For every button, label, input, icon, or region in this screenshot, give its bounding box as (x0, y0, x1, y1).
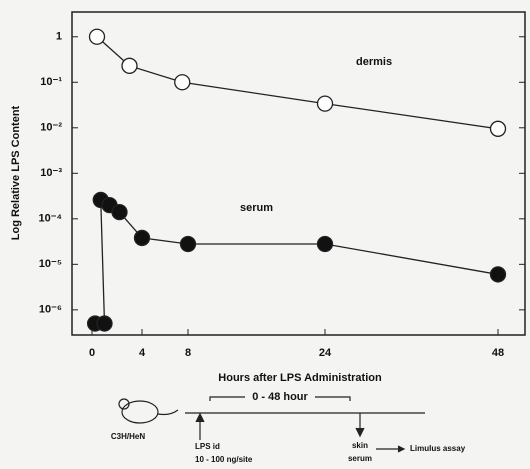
protocol-strain: C3H/HeN (111, 432, 145, 441)
series-line (95, 198, 499, 325)
protocol-diagram (118, 396, 425, 453)
protocol-dose: 10 - 100 ng/site (195, 455, 253, 464)
data-point (88, 28, 106, 45)
x-tick-label: 48 (492, 347, 504, 359)
y-tick-label: 10⁻² (40, 122, 62, 134)
series-label: dermis (356, 56, 392, 68)
protocol-assay: Limulus assay (410, 444, 466, 453)
x-tick-label: 24 (319, 347, 332, 359)
data-point (133, 229, 151, 247)
y-tick-label: 1 (56, 31, 62, 43)
data-point (316, 235, 334, 253)
data-point (489, 120, 507, 137)
y-tick-label: 10⁻⁵ (39, 258, 62, 270)
data-point (121, 57, 138, 74)
x-tick-label: 4 (139, 347, 146, 359)
series-line (96, 36, 499, 130)
protocol-sample-1: skin (352, 441, 368, 450)
x-tick-label: 0 (89, 347, 95, 359)
x-axis-label: Hours after LPS Administration (218, 372, 382, 384)
y-tick-label: 10⁻¹ (40, 76, 62, 88)
data-point (111, 204, 128, 221)
x-tick-label: 8 (185, 347, 191, 359)
protocol-sample-2: serum (348, 454, 372, 463)
data-point (179, 235, 197, 253)
plot-frame (71, 11, 526, 336)
data-point (489, 266, 507, 283)
y-tick-label: 10⁻⁴ (39, 213, 62, 225)
protocol-interval: 0 - 48 hour (252, 391, 308, 403)
protocol-injection: LPS id (195, 442, 220, 451)
y-tick-label: 10⁻⁶ (39, 304, 62, 316)
series-label: serum (240, 202, 273, 214)
data-point (316, 95, 334, 112)
y-axis-label: Log Relative LPS Content (10, 105, 22, 240)
data-point (174, 74, 191, 91)
data-point (96, 315, 113, 332)
y-tick-label: 10⁻³ (40, 167, 62, 179)
